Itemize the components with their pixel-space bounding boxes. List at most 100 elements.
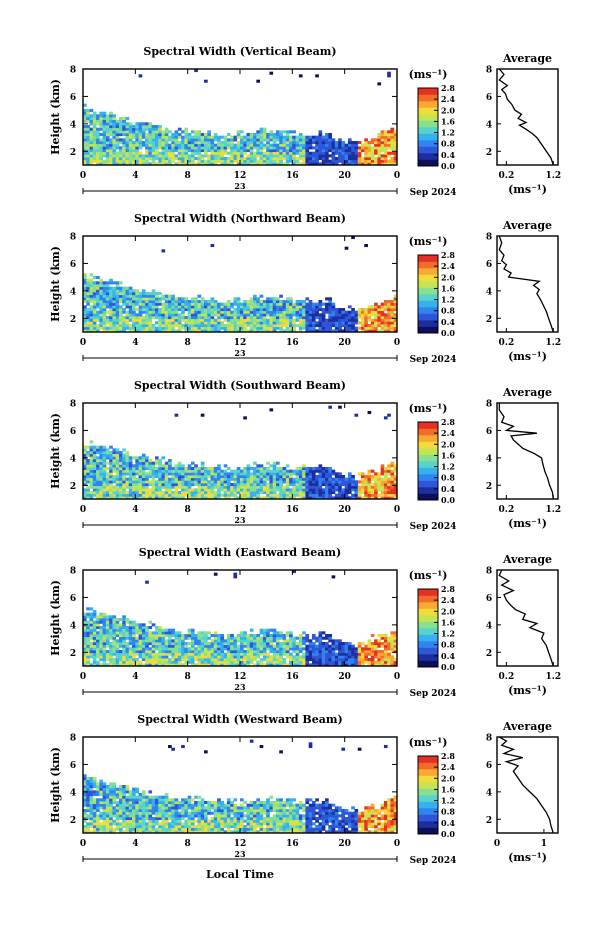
heatmap-cell — [122, 122, 126, 125]
heatmap-cell — [165, 152, 169, 155]
heatmap-cell — [96, 647, 100, 650]
heatmap-cell — [319, 472, 323, 475]
heatmap-cell — [211, 305, 215, 308]
heatmap-cell — [204, 647, 208, 650]
heatmap-cell — [165, 157, 169, 160]
heatmap-cell — [109, 316, 113, 319]
heatmap-cell — [132, 289, 136, 292]
heatmap-cell — [279, 300, 283, 303]
heatmap-cell — [302, 483, 306, 486]
heatmap-cell — [230, 305, 234, 308]
heatmap-cell — [371, 152, 375, 155]
heatmap-cell — [292, 154, 296, 157]
heatmap-cell — [361, 472, 365, 475]
heatmap-cell — [126, 645, 130, 648]
heatmap-cell — [116, 141, 120, 144]
heatmap-cell — [390, 480, 394, 483]
heatmap-cell — [345, 480, 349, 483]
heatmap-cell — [112, 459, 116, 462]
heatmap-cell — [165, 311, 169, 314]
heatmap-cell — [296, 472, 300, 475]
heatmap-cell — [371, 483, 375, 486]
heatmap-cell — [302, 319, 306, 322]
heatmap-cell — [302, 154, 306, 157]
heatmap-cell — [86, 472, 90, 475]
heatmap-cell — [269, 72, 273, 75]
heatmap-cell — [142, 319, 146, 322]
heatmap-cell — [312, 141, 316, 144]
heatmap-cell — [99, 478, 103, 481]
heatmap-cell — [354, 311, 358, 314]
heatmap-cell — [296, 658, 300, 661]
heatmap-cell — [158, 152, 162, 155]
heatmap-cell — [351, 141, 355, 144]
heatmap-cell — [191, 160, 195, 163]
heatmap-cell — [315, 661, 319, 664]
heatmap-cell — [292, 319, 296, 322]
heatmap-cell — [220, 647, 224, 650]
heatmap-cell — [90, 631, 94, 634]
heatmap-cell — [197, 319, 201, 322]
heatmap-cell — [315, 305, 319, 308]
heatmap-cell — [175, 146, 179, 149]
heatmap-cell — [243, 324, 247, 327]
heatmap-cell — [106, 483, 110, 486]
heatmap-cell — [387, 141, 391, 144]
heatmap-cell — [335, 316, 339, 319]
heatmap-cell — [132, 472, 136, 475]
heatmap-cell — [90, 653, 94, 656]
heatmap-cell — [162, 154, 166, 157]
heatmap-cell — [201, 313, 205, 316]
heatmap-cell — [139, 122, 143, 125]
heatmap-cell — [86, 467, 90, 470]
heatmap-cell — [175, 414, 179, 417]
heatmap-cell — [253, 313, 257, 316]
heatmap-cell — [279, 152, 283, 155]
heatmap-cell — [194, 483, 198, 486]
heatmap-cell — [250, 313, 254, 316]
heatmap-cell — [191, 154, 195, 157]
heatmap-cell — [233, 486, 237, 489]
heatmap-cell — [299, 133, 303, 136]
heatmap-cell — [250, 494, 254, 497]
heatmap-cell — [168, 300, 172, 303]
heatmap-cell — [325, 486, 329, 489]
heatmap-cell — [233, 642, 237, 645]
heatmap-cell — [289, 658, 293, 661]
heatmap-cell — [86, 446, 90, 449]
heatmap-cell — [126, 658, 130, 661]
heatmap-cell — [263, 303, 267, 306]
heatmap-cell — [269, 645, 273, 648]
y-tick-label: 4 — [70, 454, 76, 464]
heatmap-cell — [243, 658, 247, 661]
heatmap-cell — [171, 655, 175, 658]
heatmap-cell — [201, 637, 205, 640]
heatmap-cell — [178, 639, 182, 642]
heatmap-cell — [351, 324, 355, 327]
heatmap-cell — [289, 639, 293, 642]
heatmap-cell — [207, 631, 211, 634]
heatmap-cell — [279, 470, 283, 473]
heatmap-cell — [305, 303, 309, 306]
heatmap-cell — [338, 661, 342, 664]
heatmap-cell — [135, 303, 139, 306]
heatmap-cell — [99, 281, 103, 284]
heatmap-cell — [224, 327, 228, 330]
day-label: 23 — [234, 348, 246, 358]
heatmap-cell — [184, 486, 188, 489]
heatmap-cell — [227, 144, 231, 147]
heatmap-cell — [106, 645, 110, 648]
heatmap-cell — [139, 491, 143, 494]
heatmap-cell — [171, 308, 175, 311]
heatmap-cell — [181, 658, 185, 661]
average-x-tick-label: 1.2 — [545, 505, 561, 515]
heatmap-cell — [237, 491, 241, 494]
heatmap-cell — [309, 480, 313, 483]
heatmap-cell — [126, 661, 130, 664]
heatmap-cell — [155, 488, 159, 491]
heatmap-cell — [106, 287, 110, 290]
heatmap-cell — [204, 475, 208, 478]
heatmap-cell — [338, 406, 342, 409]
heatmap-cell — [178, 141, 182, 144]
heatmap-cell — [217, 149, 221, 152]
